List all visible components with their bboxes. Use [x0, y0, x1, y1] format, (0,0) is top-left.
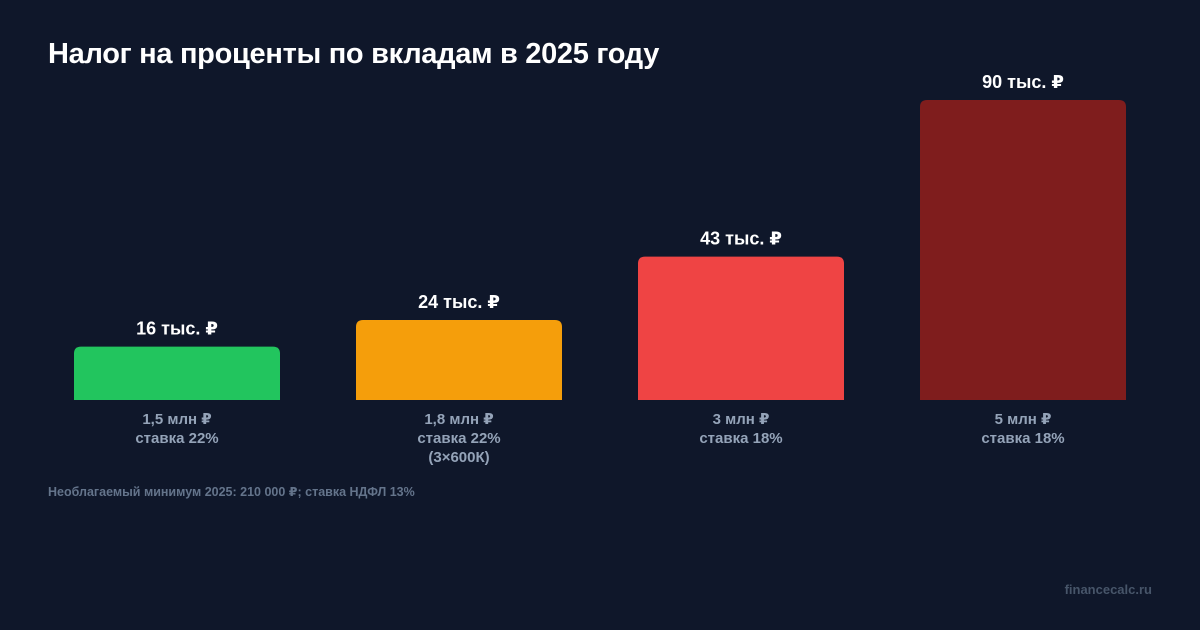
category-label-1-line-1: 1,5 млн ₽	[142, 411, 211, 428]
bar-2	[356, 320, 562, 400]
value-label-2: 24 тыс. ₽	[418, 292, 500, 312]
source-label: financecalc.ru	[1064, 582, 1152, 597]
category-label-1-line-2: ставка 22%	[135, 430, 218, 447]
category-label-2-line-2: ставка 22%	[417, 430, 500, 447]
value-label-4: 90 тыс. ₽	[982, 72, 1064, 92]
value-label-1: 16 тыс. ₽	[136, 319, 218, 339]
bar-1	[74, 346, 280, 400]
chart-title: Налог на проценты по вкладам в 2025 году	[48, 38, 660, 70]
bar-3	[638, 256, 844, 400]
footnote: Необлагаемый минимум 2025: 210 000 ₽; ст…	[48, 485, 415, 499]
category-label-4-line-1: 5 млн ₽	[995, 411, 1052, 428]
category-label-3-line-1: 3 млн ₽	[713, 411, 770, 428]
category-label-2-line-3: (3×600К)	[428, 449, 489, 466]
bar-4	[920, 100, 1126, 400]
category-label-2-line-1: 1,8 млн ₽	[424, 411, 493, 428]
value-label-3: 43 тыс. ₽	[700, 229, 782, 249]
category-label-4-line-2: ставка 18%	[981, 430, 1064, 447]
category-label-3-line-2: ставка 18%	[699, 430, 782, 447]
bar-chart: 16 тыс. ₽ 1,5 млн ₽ ставка 22% 24 тыс. ₽ 1,8…	[74, 72, 1126, 466]
